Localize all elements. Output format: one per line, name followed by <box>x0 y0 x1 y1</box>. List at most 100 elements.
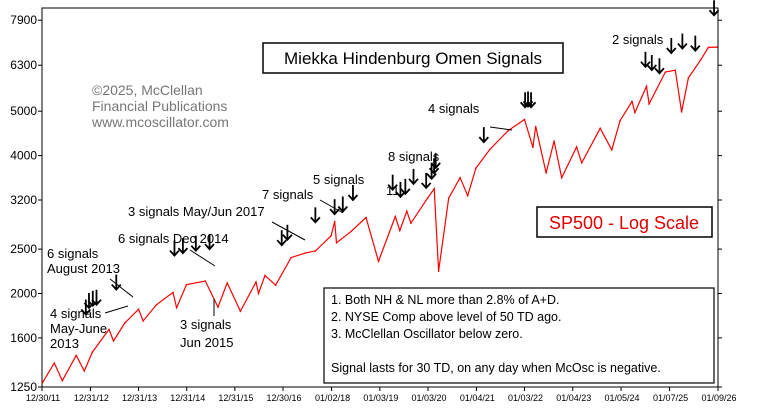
sp500-point <box>437 270 440 273</box>
series-label-frame <box>536 206 713 238</box>
signal-arrow-head <box>190 245 201 253</box>
sp500-point <box>137 308 140 311</box>
x-tick-label: 01/09/26 <box>701 393 736 403</box>
sp500-point <box>410 222 412 224</box>
sp500-point <box>83 370 86 372</box>
annotation-text: May-June <box>50 321 107 336</box>
annotation-text: 6 signals <box>47 246 99 261</box>
sp500-point <box>406 210 408 212</box>
legend-note: 3. McClellan Oscillator below zero. <box>331 327 523 341</box>
x-tick-label: 12/31/14 <box>170 393 205 403</box>
sp500-point <box>330 235 332 237</box>
sp500-point <box>75 354 77 357</box>
sp500-point <box>304 252 307 254</box>
signal-arrow-head <box>91 299 102 307</box>
sp500-point <box>459 176 461 179</box>
sp500-point <box>433 188 436 190</box>
x-tick-label: 01/02/18 <box>315 393 350 403</box>
annotation-text: Jun 2015 <box>180 335 234 350</box>
sp500-point <box>365 216 367 219</box>
x-tick-label: 12/30/11 <box>26 393 60 403</box>
annotation-text: 3 signals May/Jun 2017 <box>128 204 265 219</box>
sp500-point <box>426 197 429 199</box>
title-frame <box>262 42 564 74</box>
signal-arrow <box>654 58 665 75</box>
annotation-text: August 2013 <box>47 261 120 276</box>
signal-arrow <box>282 224 293 242</box>
y-tick-label: 1600 <box>10 331 37 345</box>
signal-arrow <box>347 184 359 202</box>
signal-arrow-head <box>329 208 340 216</box>
title-box: Miekka Hindenburg Omen Signals <box>262 42 564 74</box>
x-tick-label: 12/31/15 <box>218 393 253 403</box>
sp500-point <box>53 362 56 364</box>
sp500-point <box>532 146 534 149</box>
signal-arrow-head <box>677 42 688 50</box>
signal-arrow <box>177 238 189 255</box>
sp500-point <box>314 250 317 252</box>
sp500-point <box>553 140 555 142</box>
sp500-point <box>377 260 380 263</box>
annotation-text: 2 signals <box>612 32 664 47</box>
sp500-point <box>217 306 219 308</box>
sp500-point <box>264 274 266 277</box>
sp500-point <box>674 69 677 71</box>
signal-arrow-head <box>282 234 293 242</box>
y-tick-label: 3200 <box>10 193 37 207</box>
signal-arrow-head <box>276 239 287 247</box>
sp500-point <box>61 379 64 382</box>
annotation-leader-line <box>271 221 306 241</box>
signal-arrow <box>640 51 651 69</box>
sp500-point <box>226 282 228 284</box>
signal-arrow-head <box>430 162 441 170</box>
sp500-point <box>648 103 650 105</box>
sp500-point <box>680 111 683 113</box>
signal-arrow-head <box>428 167 440 175</box>
signal-arrow <box>421 172 432 190</box>
sp500-point <box>142 320 144 322</box>
sp500-point <box>466 194 469 197</box>
signal-arrow <box>677 33 688 50</box>
signal-arrow-head <box>337 205 348 213</box>
sp500-point <box>175 306 178 309</box>
sp500-point <box>716 46 718 48</box>
annotation-leader-line <box>189 249 216 267</box>
copyright-line: ©2025, McClellan <box>92 82 203 98</box>
sp500-point <box>185 283 188 286</box>
signal-arrow <box>387 174 398 192</box>
signal-arrow-head <box>408 178 419 186</box>
sp500-point <box>599 127 601 130</box>
signal-arrow <box>329 199 340 216</box>
signal-arrow-head <box>525 101 537 109</box>
x-tick-label: 01/05/24 <box>605 393 640 403</box>
x-tick-label: 12/30/16 <box>267 393 302 403</box>
copyright-line: www.mcoscillator.com <box>91 114 229 130</box>
signal-arrow-head <box>654 67 665 75</box>
signal-arrow <box>190 235 201 253</box>
signal-arrow-head <box>421 182 432 190</box>
sp500-point <box>204 280 207 282</box>
sp500-point <box>350 230 353 232</box>
signal-arrow <box>310 207 321 224</box>
sp500-point <box>335 242 338 244</box>
x-tick-label: 01/04/23 <box>556 393 591 403</box>
sp500-point <box>560 177 563 179</box>
sp500-point <box>274 284 277 287</box>
sp500-point <box>707 46 710 49</box>
signal-arrow <box>408 168 419 186</box>
annotations: Miekka Hindenburg Omen Signals SP500 - Lo… <box>47 32 715 384</box>
annotation-text: 3 signals <box>180 317 232 332</box>
annotation-text: 4 signals <box>50 306 102 321</box>
annotation-leader-line <box>109 278 134 298</box>
y-tick-label: 7900 <box>10 13 37 27</box>
sp500-point <box>534 125 537 128</box>
signal-arrow <box>80 299 91 316</box>
y-tick-label: 1250 <box>10 380 37 394</box>
x-tick-label: 12/31/12 <box>74 393 109 403</box>
sp500-point <box>575 146 578 148</box>
sp500-point <box>108 328 110 331</box>
signal-arrow-head <box>387 184 398 192</box>
signal-arrow-head <box>708 9 720 17</box>
